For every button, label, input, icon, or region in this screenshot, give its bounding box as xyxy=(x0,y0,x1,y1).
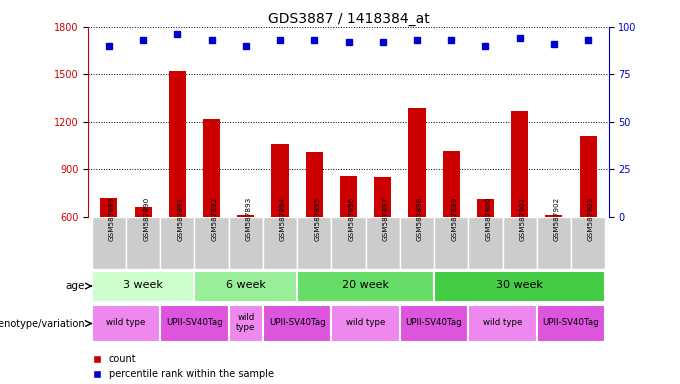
Bar xyxy=(374,177,391,217)
Text: wild type: wild type xyxy=(106,318,146,327)
FancyBboxPatch shape xyxy=(469,305,537,342)
Text: UPII-SV40Tag: UPII-SV40Tag xyxy=(269,318,326,327)
Bar xyxy=(203,119,220,217)
Text: GSM587893: GSM587893 xyxy=(246,196,252,241)
Text: 3 week: 3 week xyxy=(123,280,163,290)
FancyBboxPatch shape xyxy=(366,217,400,269)
Text: 6 week: 6 week xyxy=(226,280,266,290)
Text: age: age xyxy=(66,281,85,291)
FancyBboxPatch shape xyxy=(537,217,571,269)
Text: GSM587896: GSM587896 xyxy=(348,196,354,241)
FancyBboxPatch shape xyxy=(228,217,263,269)
FancyBboxPatch shape xyxy=(434,270,605,302)
Text: wild type: wild type xyxy=(346,318,386,327)
Text: GSM587889: GSM587889 xyxy=(109,196,115,241)
FancyBboxPatch shape xyxy=(400,305,469,342)
FancyBboxPatch shape xyxy=(297,217,331,269)
Bar xyxy=(443,151,460,217)
Bar xyxy=(169,71,186,217)
FancyBboxPatch shape xyxy=(263,305,331,342)
Bar xyxy=(271,144,288,217)
Bar xyxy=(340,176,357,217)
FancyBboxPatch shape xyxy=(434,217,469,269)
FancyBboxPatch shape xyxy=(503,217,537,269)
Bar xyxy=(101,198,118,217)
FancyBboxPatch shape xyxy=(160,217,194,269)
Text: GSM587900: GSM587900 xyxy=(486,196,492,241)
Text: GSM587901: GSM587901 xyxy=(520,196,526,241)
Text: GSM587892: GSM587892 xyxy=(211,196,218,241)
Text: UPII-SV40Tag: UPII-SV40Tag xyxy=(543,318,599,327)
Text: GSM587894: GSM587894 xyxy=(280,196,286,241)
FancyBboxPatch shape xyxy=(400,217,434,269)
Legend: count, percentile rank within the sample: count, percentile rank within the sample xyxy=(93,354,274,379)
FancyBboxPatch shape xyxy=(92,305,160,342)
Text: GSM587890: GSM587890 xyxy=(143,196,149,241)
FancyBboxPatch shape xyxy=(331,217,366,269)
Bar xyxy=(545,215,562,217)
Bar xyxy=(237,215,254,217)
FancyBboxPatch shape xyxy=(263,217,297,269)
FancyBboxPatch shape xyxy=(297,270,434,302)
Text: UPII-SV40Tag: UPII-SV40Tag xyxy=(166,318,223,327)
Text: GSM587898: GSM587898 xyxy=(417,196,423,241)
Title: GDS3887 / 1418384_at: GDS3887 / 1418384_at xyxy=(268,12,429,26)
Bar xyxy=(511,111,528,217)
FancyBboxPatch shape xyxy=(571,217,605,269)
Text: 30 week: 30 week xyxy=(496,280,543,290)
Text: GSM587902: GSM587902 xyxy=(554,196,560,241)
Text: UPII-SV40Tag: UPII-SV40Tag xyxy=(406,318,462,327)
Bar xyxy=(477,199,494,217)
Text: wild
type: wild type xyxy=(236,313,256,333)
Bar xyxy=(135,207,152,217)
Text: wild type: wild type xyxy=(483,318,522,327)
Text: GSM587895: GSM587895 xyxy=(314,196,320,241)
FancyBboxPatch shape xyxy=(126,217,160,269)
FancyBboxPatch shape xyxy=(331,305,400,342)
Bar xyxy=(306,152,323,217)
Text: GSM587897: GSM587897 xyxy=(383,196,389,241)
Text: GSM587899: GSM587899 xyxy=(451,196,457,241)
FancyBboxPatch shape xyxy=(228,305,263,342)
Text: genotype/variation: genotype/variation xyxy=(0,318,85,329)
Text: GSM587891: GSM587891 xyxy=(177,196,184,241)
Bar xyxy=(579,136,596,217)
FancyBboxPatch shape xyxy=(469,217,503,269)
FancyBboxPatch shape xyxy=(92,217,126,269)
FancyBboxPatch shape xyxy=(194,217,228,269)
FancyBboxPatch shape xyxy=(537,305,605,342)
FancyBboxPatch shape xyxy=(160,305,228,342)
FancyBboxPatch shape xyxy=(194,270,297,302)
Text: 20 week: 20 week xyxy=(342,280,389,290)
Bar xyxy=(409,108,426,217)
FancyBboxPatch shape xyxy=(92,270,194,302)
Text: GSM587903: GSM587903 xyxy=(588,196,594,241)
